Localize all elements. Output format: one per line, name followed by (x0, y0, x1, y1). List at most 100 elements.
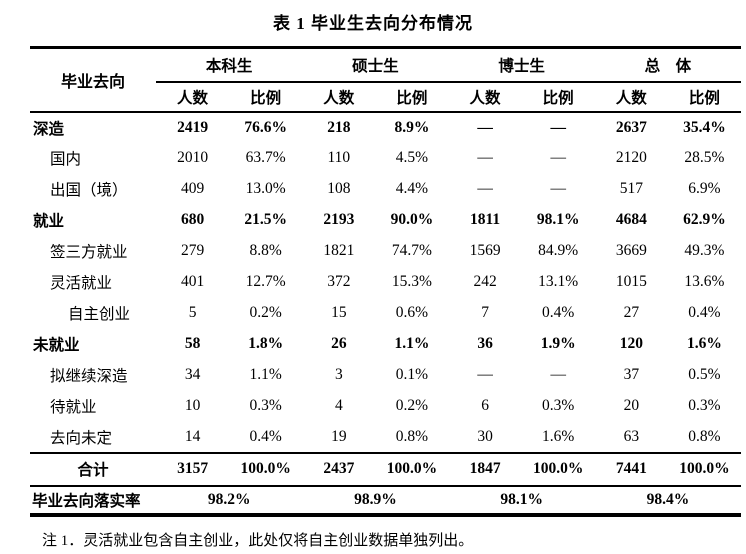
cell-value: 0.4% (688, 304, 721, 321)
cell-value: — (550, 366, 566, 383)
sub-header-cell: 比例 (667, 81, 741, 113)
cell-value: 10 (184, 397, 201, 414)
cell-value: 4.5% (395, 149, 429, 166)
cell-value: — (477, 180, 493, 197)
cell-value: 108 (327, 180, 351, 197)
row-label: 待就业 (50, 399, 97, 416)
cell-value: — (550, 118, 566, 136)
row-label: 深造 (33, 120, 65, 138)
cell-value: 28.5% (684, 149, 725, 166)
cell-value: — (550, 149, 566, 166)
cell-value: 0.8% (688, 427, 721, 445)
cell-value: 19 (331, 427, 347, 445)
cell-value: 4.4% (395, 180, 429, 197)
cell-value: 20 (623, 397, 640, 414)
cell-value: 1015 (615, 273, 647, 290)
cell-value: 0.6% (395, 304, 429, 321)
row-label: 自主创业 (68, 306, 131, 323)
cell-value: 76.6% (244, 118, 287, 136)
table-row: 灵活就业 401 12.7% 372 15.3% 242 13.1% 1015 13.6% (30, 267, 741, 298)
cell-value: 2010 (177, 149, 209, 166)
cell-value: 34 (184, 366, 201, 383)
table-title: 表 1 毕业生去向分布情况 (273, 14, 473, 33)
cell-value: 15 (331, 304, 347, 321)
table-row: 自主创业 5 0.2% 15 0.6% 7 0.4% 27 0.4% (30, 298, 741, 329)
cell-value: 8.8% (249, 242, 282, 259)
group-header-row: 毕业去向 本科生 硕士生 博士生 总 体 (30, 47, 741, 113)
cell-value: 1821 (323, 242, 355, 259)
row-label: 出国（境） (50, 182, 128, 199)
cell-value: 120 (619, 335, 643, 352)
cell-value: 372 (327, 273, 351, 290)
cell-value: 74.7% (391, 242, 432, 259)
cell-value: 8.9% (394, 118, 430, 136)
rate-row-label: 毕业去向落实率 (32, 492, 141, 510)
corner-header: 毕业去向 (30, 47, 156, 113)
row-label: 灵活就业 (50, 275, 113, 292)
cell-value: — (550, 180, 566, 197)
cell-value: 13.0% (245, 180, 286, 197)
cell-value: 6 (481, 397, 489, 414)
cell-value: 7 (481, 304, 489, 321)
table-row: 去向未定 14 0.4% 19 0.8% 30 1.6% 63 0.8% (30, 422, 741, 453)
cell-value: — (477, 118, 493, 136)
cell-value: 0.2% (395, 397, 429, 414)
cell-value: 62.9% (683, 211, 726, 228)
cell-value: — (477, 366, 493, 383)
destination-table: 毕业去向 本科生 硕士生 博士生 总 体 人数 比例 人数 比例 人数 比例 人数 比例 深造… (30, 46, 741, 517)
cell-value: 98.2% (207, 490, 251, 508)
cell-value: 0.5% (688, 366, 721, 383)
cell-value: 0.8% (395, 427, 429, 445)
cell-value: 1847 (448, 451, 522, 487)
sub-header-row: 人数 比例 人数 比例 人数 比例 人数 比例 (30, 81, 741, 113)
table-row: 签三方就业 279 8.8% 1821 74.7% 1569 84.9% 3669 49.3% (30, 236, 741, 267)
cell-value: 49.3% (684, 242, 725, 259)
cell-value: 26 (331, 335, 347, 352)
placement-rate-row: 毕业去向落实率 98.2% 98.9% 98.1% 98.4% (30, 486, 741, 515)
total-row-label: 合计 (30, 451, 156, 487)
group-header-undergraduate: 本科生 (156, 47, 303, 83)
cell-value: 90.0% (390, 211, 434, 228)
cell-value: 409 (180, 180, 205, 197)
table-row: 国内 2010 63.7% 110 4.5% — — 2120 28.5% (30, 143, 741, 174)
cell-value: 1.6% (687, 335, 722, 352)
cell-value: 242 (473, 273, 497, 290)
cell-value: 680 (180, 211, 205, 228)
cell-value: 517 (619, 180, 643, 197)
cell-value: 0.3% (688, 397, 721, 414)
cell-value: 0.2% (249, 304, 282, 321)
cell-value: 0.3% (542, 397, 575, 414)
cell-value: 1.1% (249, 366, 282, 383)
cell-value: 5 (188, 304, 197, 321)
cell-value: 63 (623, 427, 640, 445)
cell-value: 58 (184, 335, 201, 352)
cell-value: 4 (334, 397, 343, 414)
group-header-doctor: 博士生 (448, 47, 595, 83)
row-label: 国内 (50, 151, 82, 168)
cell-value: 0.4% (542, 304, 575, 321)
cell-value: 110 (327, 149, 351, 166)
cell-value: 14 (184, 427, 201, 445)
group-header-master: 硕士生 (302, 47, 449, 83)
footnote: 注 1．灵活就业包含自主创业，此处仅将自主创业数据单独列出。 (42, 533, 474, 549)
group-header-overall: 总 体 (594, 47, 741, 83)
sub-header-cell: 比例 (229, 81, 303, 113)
cell-value: 2120 (615, 149, 647, 166)
sub-header-cell: 比例 (375, 81, 449, 113)
cell-value: 84.9% (538, 242, 579, 259)
sub-header-cell: 人数 (302, 81, 376, 113)
sub-header-cell: 人数 (594, 81, 668, 113)
row-label: 拟继续深造 (50, 368, 128, 385)
cell-value: 98.1% (536, 211, 580, 228)
sub-header-cell: 人数 (448, 81, 522, 113)
table-row: 拟继续深造 34 1.1% 3 0.1% — — 37 0.5% (30, 360, 741, 391)
cell-value: 98.1% (500, 490, 543, 508)
cell-value: 12.7% (245, 273, 286, 290)
cell-value: 401 (180, 273, 205, 290)
cell-value: 2193 (323, 211, 355, 228)
cell-value: 1.9% (540, 335, 576, 352)
cell-value: 0.1% (395, 366, 429, 383)
sub-header-cell: 比例 (521, 81, 595, 113)
cell-value: 1.8% (248, 335, 284, 352)
cell-value: 7441 (594, 451, 668, 487)
